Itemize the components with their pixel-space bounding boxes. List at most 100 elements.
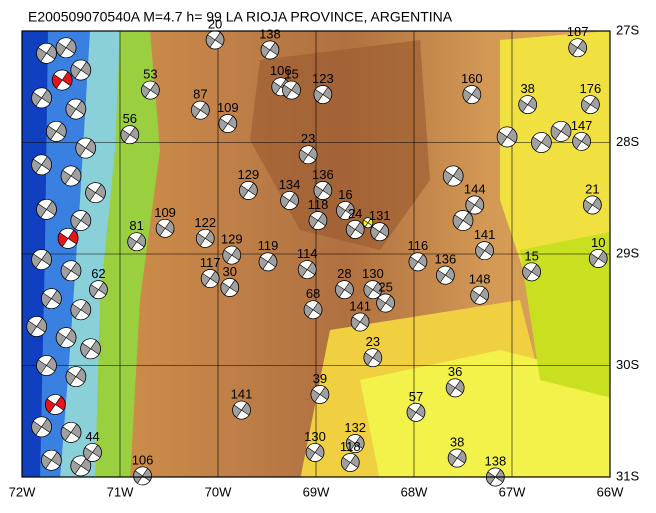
focal-mechanism — [345, 220, 365, 239]
focal-mechanism — [258, 252, 278, 272]
focal-mechanism — [408, 252, 428, 272]
depth-label: 148 — [469, 272, 491, 287]
focal-mechanism — [282, 80, 301, 100]
y-tick-label: 28S — [616, 134, 639, 149]
ball-quadrant — [47, 121, 65, 142]
y-tick-label: 29S — [616, 245, 639, 260]
focal-mechanism — [313, 85, 333, 104]
depth-label: 106 — [270, 63, 292, 78]
ball-quadrant — [307, 443, 323, 462]
focal-mechanism — [582, 195, 602, 215]
x-tick-label: 72W — [9, 484, 36, 499]
focal-mechanism — [190, 100, 210, 120]
focal-mechanism — [85, 182, 106, 204]
focal-mechanism — [70, 299, 92, 321]
focal-mechanism — [531, 132, 552, 153]
ball-quadrant — [532, 132, 551, 153]
ball-quadrant — [523, 262, 540, 282]
focal-mechanism — [470, 285, 490, 305]
depth-label: 129 — [221, 232, 243, 247]
y-tick-label: 30S — [616, 357, 639, 372]
focal-mechanism — [205, 30, 225, 50]
depth-label: 187 — [567, 24, 589, 39]
depth-label: 118 — [308, 197, 329, 212]
depth-label: 114 — [297, 246, 318, 261]
ball-quadrant — [573, 132, 590, 151]
x-tick-label: 69W — [303, 484, 330, 499]
ball-quadrant — [32, 87, 51, 109]
focal-mechanism — [522, 262, 541, 282]
ball-quadrant — [142, 80, 159, 100]
depth-label: 109 — [154, 205, 176, 220]
ball-quadrant — [300, 145, 317, 165]
ball-quadrant — [37, 199, 56, 220]
depth-label: 38 — [450, 434, 464, 449]
ball-quadrant — [81, 338, 100, 360]
focal-mechanism — [335, 201, 355, 220]
ball-quadrant — [42, 288, 61, 309]
depth-label: 20 — [208, 16, 222, 31]
focal-mechanism — [588, 249, 608, 268]
focal-mechanism — [36, 355, 57, 376]
focal-mechanism — [36, 42, 57, 64]
focal-mechanism — [313, 181, 333, 200]
depth-label: 30 — [223, 264, 237, 279]
depth-label: 10 — [591, 235, 605, 250]
focal-mechanism — [280, 191, 299, 210]
focal-mechanism — [572, 131, 591, 151]
map-title: E200509070540A M=4.7 h= 99 LA RIOJA PROV… — [28, 9, 453, 25]
focal-mechanism — [362, 217, 374, 229]
ball-quadrant — [46, 394, 64, 415]
focal-mechanism — [44, 394, 66, 415]
focal-mechanism — [406, 402, 426, 422]
depth-label: 56 — [123, 111, 137, 126]
focal-mechanism — [335, 280, 354, 300]
depth-label: 132 — [344, 420, 366, 435]
focal-mechanism — [220, 278, 240, 297]
depth-label: 122 — [194, 215, 216, 230]
ball-quadrant — [463, 85, 480, 104]
focal-mechanism — [31, 154, 52, 176]
ball-quadrant — [62, 422, 80, 443]
depth-label: 23 — [366, 334, 380, 349]
focal-mechanism — [155, 218, 175, 238]
ball-quadrant — [32, 249, 51, 270]
depth-label: 53 — [143, 67, 157, 82]
ball-quadrant — [134, 466, 151, 486]
ball-quadrant — [487, 467, 504, 487]
x-tick-label: 68W — [401, 484, 428, 499]
depth-label: 106 — [132, 452, 154, 467]
focal-mechanism — [568, 38, 588, 58]
depth-label: 119 — [258, 238, 279, 253]
ball-quadrant — [449, 448, 465, 468]
ball-quadrant — [223, 245, 240, 265]
focal-mechanism — [41, 449, 62, 471]
depth-label: 28 — [337, 266, 351, 281]
ball-quadrant — [590, 249, 607, 268]
focal-mechanism — [310, 385, 330, 404]
focal-mechanism — [518, 95, 538, 114]
focal-mechanism — [465, 195, 485, 215]
depth-label: 68 — [306, 286, 320, 301]
focal-mechanism — [363, 348, 383, 368]
ball-quadrant — [342, 453, 359, 472]
focal-mechanism — [238, 181, 258, 200]
ball-quadrant — [28, 316, 46, 337]
focal-mechanism — [232, 400, 251, 420]
depth-label: 15 — [284, 67, 298, 82]
focal-mechanism — [452, 210, 474, 231]
focal-mechanism — [581, 95, 600, 114]
ball-quadrant — [283, 80, 300, 100]
ball-quadrant — [53, 69, 71, 91]
focal-mechanism — [200, 269, 220, 288]
ball-quadrant — [454, 210, 472, 231]
focal-mechanism — [70, 455, 92, 477]
depth-label: 123 — [312, 71, 334, 86]
depth-label: 109 — [217, 100, 239, 115]
focal-mechanism — [55, 37, 77, 59]
focal-mechanism — [222, 245, 242, 265]
ball-quadrant — [221, 278, 238, 297]
ball-quadrant — [86, 182, 105, 203]
ball-quadrant — [32, 154, 51, 176]
focal-mechanism — [475, 241, 494, 261]
